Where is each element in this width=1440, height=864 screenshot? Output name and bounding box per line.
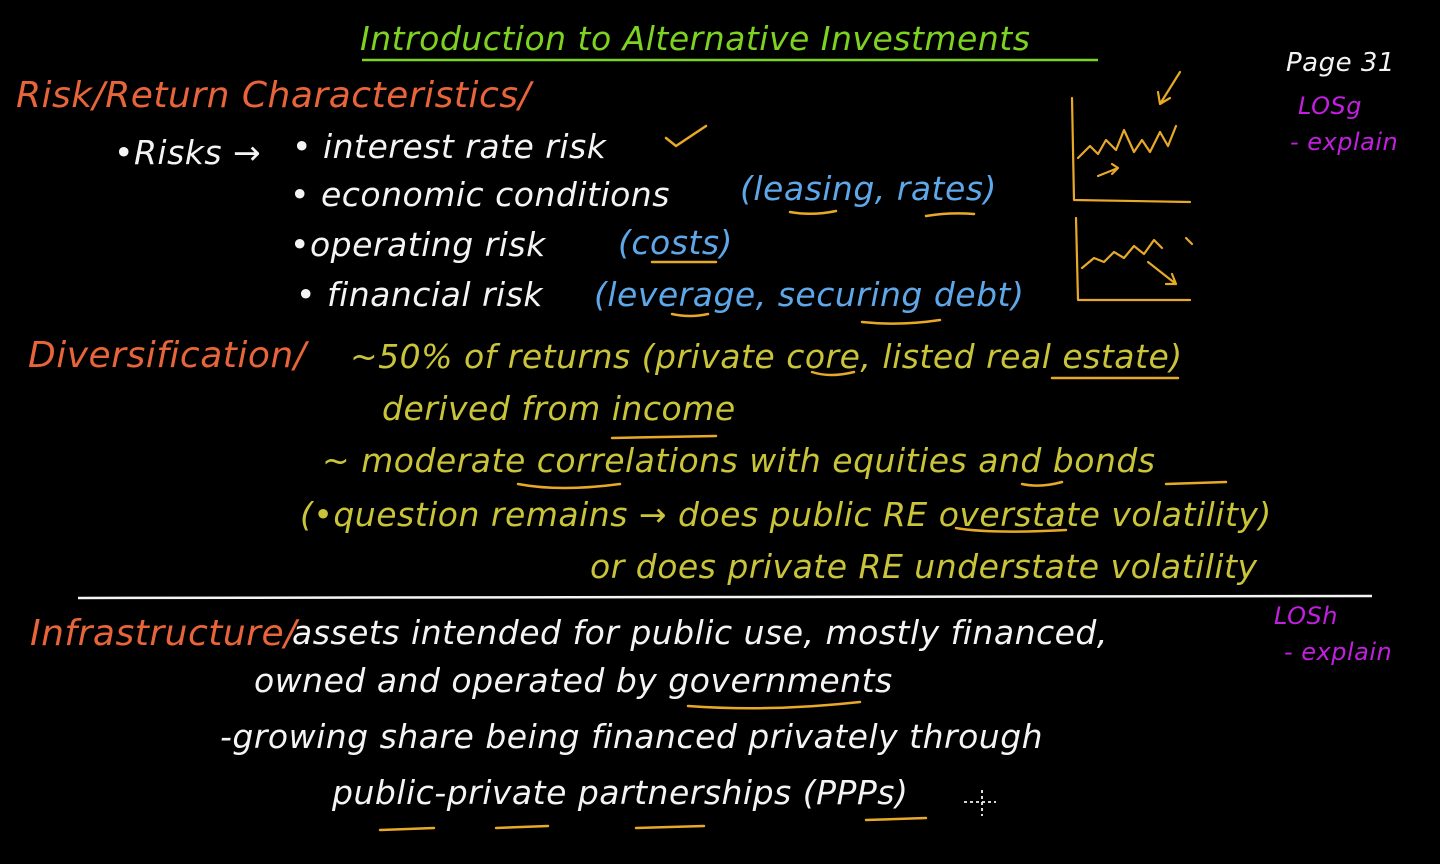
risk-note-financial: (leverage, securing debt): [594, 275, 1025, 314]
los-g-code: LOSg: [1298, 92, 1362, 120]
underline-partnerships: [634, 824, 706, 830]
underline-public: [378, 826, 436, 832]
underline-from-income: [610, 434, 718, 440]
risk-item-economic: • economic conditions: [290, 175, 670, 214]
cursor-crosshair-icon: [964, 790, 996, 816]
los-h-code: LOSh: [1274, 602, 1338, 630]
underline-leverage: [670, 312, 710, 318]
underline-and: [1020, 480, 1064, 487]
page-title: Introduction to Alternative Investments: [360, 19, 1031, 58]
underline-leasing: [788, 209, 838, 215]
diversification-line-income: derived from income: [382, 389, 736, 428]
risk-return-heading: Risk/Return Characteristics/: [16, 75, 532, 116]
diversification-heading: Diversification/: [28, 335, 307, 376]
underline-securing-debt: [860, 318, 942, 325]
sketch-chart-bottom: [1074, 216, 1194, 302]
infrastructure-line-growing: -growing share being financed privately …: [220, 717, 1044, 756]
underline-governments: [686, 700, 862, 710]
infrastructure-line-governments: owned and operated by governments: [254, 661, 893, 700]
underline-bonds: [1164, 480, 1228, 486]
section-divider: [77, 594, 1373, 600]
underline-rates: [924, 212, 976, 218]
risk-item-interest-rate: • interest rate risk: [292, 127, 607, 166]
risk-item-financial: • financial risk: [296, 275, 544, 314]
diversification-question-line1: (•question remains → does public RE over…: [300, 495, 1272, 534]
underline-correlations: [516, 482, 622, 490]
diversification-line-returns: ~50% of returns (private core, listed re…: [350, 337, 1183, 376]
los-h-verb: - explain: [1284, 638, 1393, 666]
risks-label: •Risks →: [114, 133, 262, 172]
infrastructure-line-ppps: public-private partnerships (PPPs): [332, 773, 909, 812]
check-icon: [664, 124, 708, 148]
diversification-line-correlations: ~ moderate correlations with equities an…: [322, 441, 1156, 480]
page-number: Page 31: [1286, 48, 1395, 78]
diversification-question-line2: or does private RE understate volatility: [590, 547, 1258, 586]
los-g-verb: - explain: [1290, 128, 1399, 156]
risk-note-economic: (leasing, rates): [740, 169, 997, 208]
infrastructure-heading: Infrastructure/: [30, 613, 297, 654]
underline-private-ppp: [494, 824, 550, 830]
risk-note-operating: (costs): [618, 223, 733, 262]
sketch-chart-top: [1070, 70, 1192, 204]
underline-ppps: [864, 816, 928, 822]
infrastructure-line-assets: assets intended for public use, mostly f…: [292, 613, 1108, 652]
risk-item-operating: •operating risk: [290, 225, 546, 264]
